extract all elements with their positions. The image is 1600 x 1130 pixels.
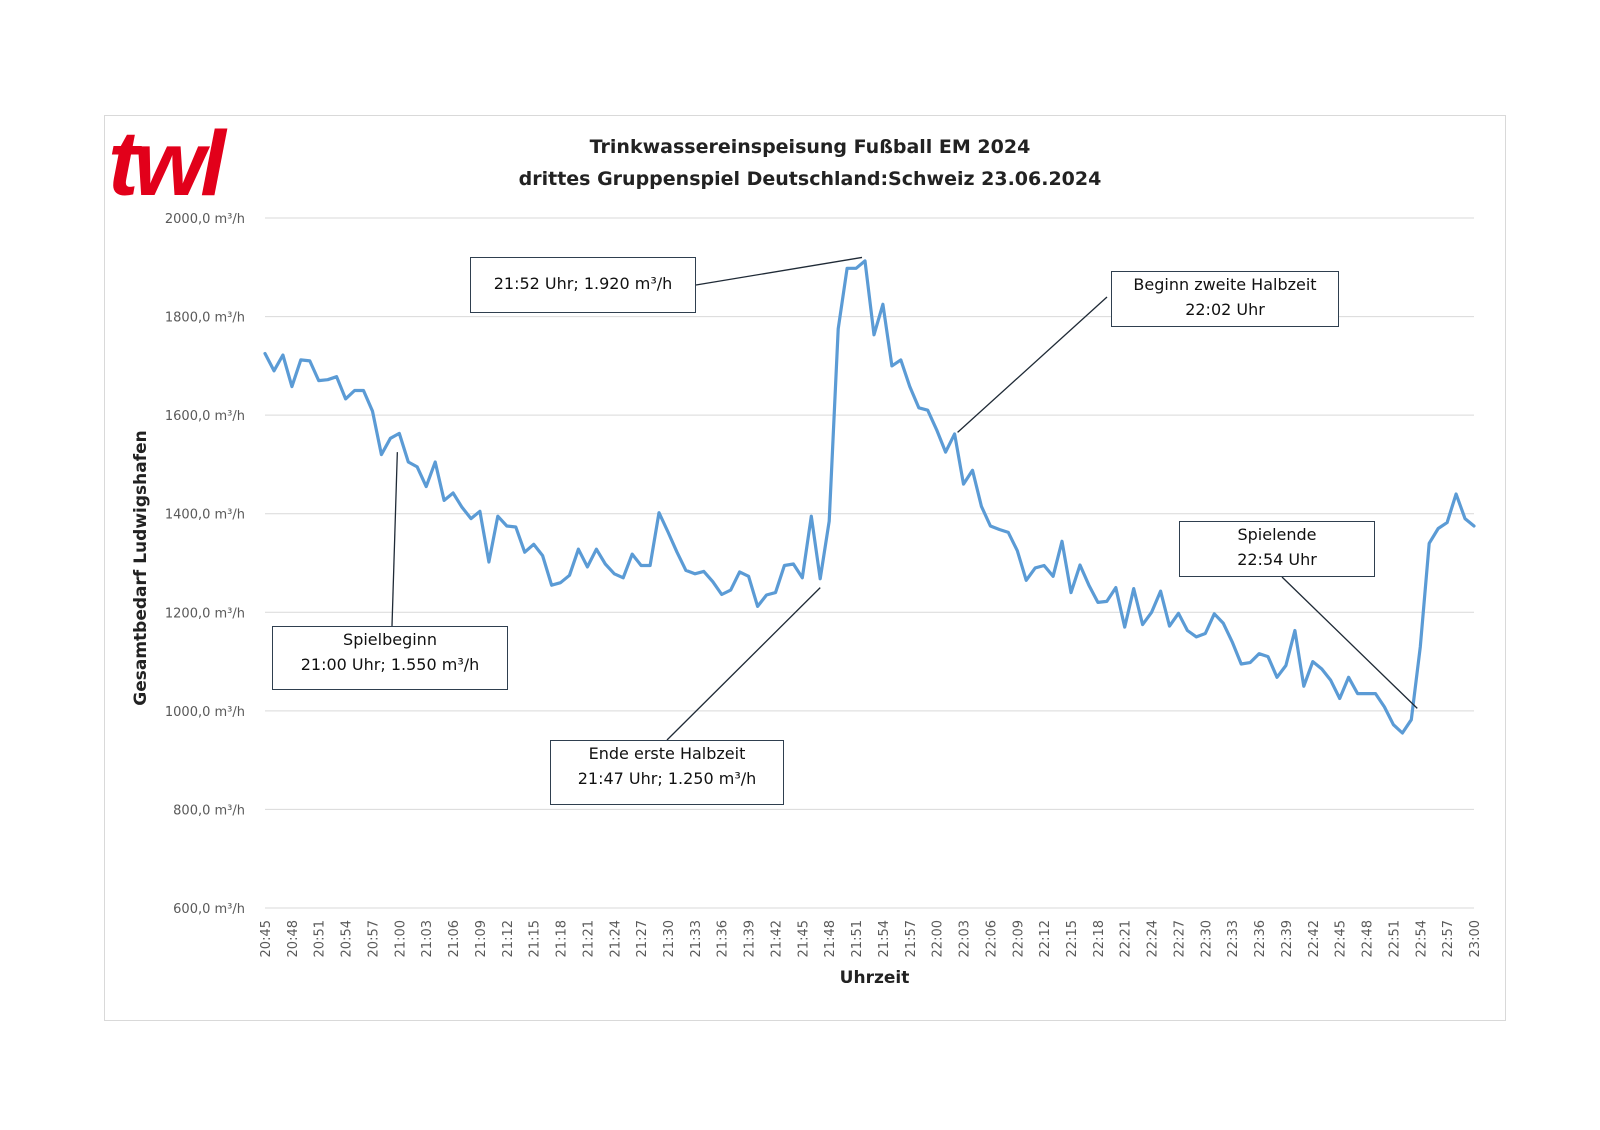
x-tick-label: 22:12 — [1038, 920, 1053, 957]
x-tick-label: 22:18 — [1092, 920, 1107, 957]
annotation-ende-erste-halbzeit: Ende erste Halbzeit 21:47 Uhr; 1.250 m³/… — [550, 740, 784, 805]
x-tick-label: 21:00 — [393, 920, 408, 957]
x-tick-label: 22:57 — [1441, 920, 1456, 957]
x-tick-label: 21:30 — [662, 920, 677, 957]
x-tick-label: 20:45 — [259, 920, 274, 957]
annotation-spielbeginn: Spielbeginn 21:00 Uhr; 1.550 m³/h — [272, 626, 508, 690]
x-tick-label: 22:48 — [1361, 920, 1376, 957]
x-tick-label: 22:24 — [1146, 920, 1161, 957]
x-tick-label: 20:54 — [340, 920, 355, 957]
chart-subtitle: drittes Gruppenspiel Deutschland:Schweiz… — [518, 168, 1102, 190]
x-tick-label: 21:12 — [501, 920, 516, 957]
x-tick-label: 22:54 — [1414, 920, 1429, 957]
x-tick-label: 21:51 — [850, 920, 865, 957]
x-tick-label: 21:09 — [474, 920, 489, 957]
x-tick-label: 23:00 — [1468, 920, 1483, 957]
chart-title: Trinkwassereinspeisung Fußball EM 2024 — [589, 136, 1031, 158]
x-tick-label: 22:51 — [1387, 920, 1402, 957]
x-tick-label: 21:27 — [635, 920, 650, 957]
x-tick-label: 22:30 — [1199, 920, 1214, 957]
chart-frame — [104, 115, 1506, 1021]
x-axis-title: Uhrzeit — [840, 968, 910, 988]
y-tick-label: 1200,0 m³/h — [165, 606, 245, 621]
data-series-line — [263, 259, 1476, 735]
annotation-spielbeginn-line-1: Spielbeginn — [343, 630, 437, 649]
annotation-spielende: Spielende 22:54 Uhr — [1179, 521, 1375, 577]
annotation-leader-line — [391, 452, 398, 627]
x-tick-label: 22:39 — [1280, 920, 1295, 957]
y-tick-label: 1000,0 m³/h — [165, 705, 245, 720]
x-tick-label: 21:18 — [555, 920, 570, 957]
x-tick-label: 21:39 — [743, 920, 758, 957]
x-tick-label: 22:33 — [1226, 920, 1241, 957]
annotation-leader-line — [1281, 576, 1418, 709]
x-tick-label: 21:45 — [796, 920, 811, 957]
x-tick-label: 21:36 — [716, 920, 731, 957]
x-tick-label: 22:27 — [1172, 920, 1187, 957]
annotation-leader-line — [957, 296, 1108, 433]
annotation-leader-line — [666, 587, 821, 741]
y-tick-label: 600,0 m³/h — [173, 902, 245, 917]
annotation-spielbeginn-line-2: 21:00 Uhr; 1.550 m³/h — [300, 655, 480, 674]
x-tick-label: 22:45 — [1334, 920, 1349, 957]
x-tick-label: 21:03 — [420, 920, 435, 957]
x-tick-label: 22:42 — [1307, 920, 1322, 957]
y-tick-label: 800,0 m³/h — [173, 803, 245, 818]
x-tick-label: 22:36 — [1253, 920, 1268, 957]
twl-logo: twl — [108, 113, 226, 215]
y-tick-label: 1400,0 m³/h — [165, 508, 245, 523]
y-tick-label: 2000,0 m³/h — [165, 212, 245, 227]
annotation-ende-line-1: Ende erste Halbzeit — [588, 744, 746, 763]
x-tick-label: 22:06 — [984, 920, 999, 957]
annotation-spielende-line-2: 22:54 Uhr — [1237, 550, 1317, 569]
x-tick-label: 20:57 — [366, 920, 381, 957]
annotation-beginn-line-2: 22:02 Uhr — [1185, 300, 1265, 319]
annotation-peak-line-1: 21:52 Uhr; 1.920 m³/h — [493, 274, 673, 293]
y-tick-label: 1600,0 m³/h — [165, 409, 245, 424]
x-tick-label: 21:54 — [877, 920, 892, 957]
x-tick-label: 21:33 — [689, 920, 704, 957]
x-tick-label: 21:15 — [528, 920, 543, 957]
annotation-beginn-line-1: Beginn zweite Halbzeit — [1133, 275, 1317, 294]
x-tick-label: 20:48 — [286, 920, 301, 957]
annotation-ende-line-2: 21:47 Uhr; 1.250 m³/h — [577, 769, 757, 788]
x-tick-label: 21:57 — [904, 920, 919, 957]
x-tick-label: 21:24 — [608, 920, 623, 957]
x-tick-label: 21:06 — [447, 920, 462, 957]
annotation-beginn-zweite-halbzeit: Beginn zweite Halbzeit 22:02 Uhr — [1111, 271, 1339, 327]
y-tick-label: 1800,0 m³/h — [165, 311, 245, 326]
x-tick-label: 22:15 — [1065, 920, 1080, 957]
x-tick-label: 21:21 — [581, 920, 596, 957]
annotation-leader-line — [695, 256, 863, 286]
y-axis-title: Gesamtbedarf Ludwigshafen — [131, 430, 151, 705]
annotation-spielende-line-1: Spielende — [1237, 525, 1317, 544]
x-tick-label: 22:09 — [1011, 920, 1026, 957]
x-tick-label: 22:21 — [1119, 920, 1134, 957]
annotation-peak: 21:52 Uhr; 1.920 m³/h — [470, 257, 696, 313]
x-tick-label: 21:42 — [769, 920, 784, 957]
x-tick-label: 20:51 — [313, 920, 328, 957]
x-tick-label: 21:48 — [823, 920, 838, 957]
x-tick-label: 22:00 — [931, 920, 946, 957]
x-tick-label: 22:03 — [958, 920, 973, 957]
